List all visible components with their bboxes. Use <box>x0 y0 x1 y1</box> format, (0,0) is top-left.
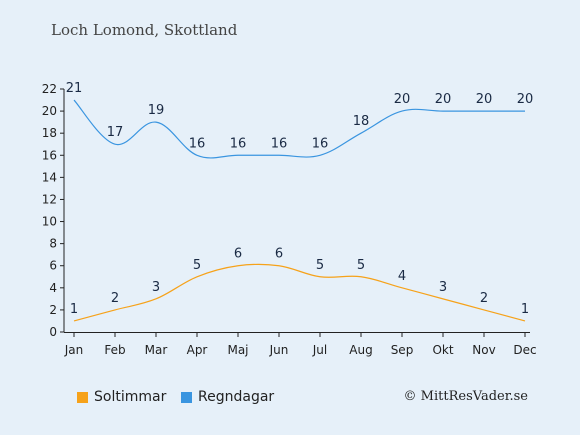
y-tick-label: 16 <box>42 148 57 162</box>
series-line-sun <box>73 263 526 322</box>
y-tick-label: 2 <box>49 303 57 317</box>
data-label-rain: 16 <box>189 136 206 151</box>
data-label-sun: 6 <box>275 247 283 262</box>
y-tick-label: 22 <box>42 82 57 96</box>
copyright-text: © MittResVader.se <box>403 389 528 404</box>
x-tick-label: Apr <box>187 343 208 357</box>
y-tick-label: 6 <box>49 259 57 273</box>
data-label-sun: 3 <box>439 280 447 295</box>
legend-label-sun: Soltimmar <box>94 389 167 405</box>
data-label-sun: 1 <box>521 302 529 317</box>
chart-title: Loch Lomond, Skottland <box>51 21 238 39</box>
data-label-sun: 5 <box>357 258 365 273</box>
y-tick-label: 0 <box>49 325 57 339</box>
data-label-rain: 16 <box>271 136 288 151</box>
legend-label-rain: Regndagar <box>198 389 275 405</box>
x-tick-label: Jun <box>269 343 289 357</box>
legend-item-sun: Soltimmar <box>77 389 166 405</box>
data-label-rain: 21 <box>66 81 83 96</box>
y-tick-label: 12 <box>42 192 57 206</box>
data-label-sun: 1 <box>70 302 78 317</box>
legend-item-rain: Regndagar <box>181 389 274 405</box>
data-label-rain: 20 <box>517 92 534 107</box>
data-label-sun: 2 <box>111 291 119 306</box>
data-label-sun: 3 <box>152 280 160 295</box>
data-label-rain: 20 <box>476 92 493 107</box>
x-tick-label: Sep <box>391 343 414 357</box>
x-tick-label: Mar <box>145 343 168 357</box>
x-tick-label: Feb <box>104 343 125 357</box>
series-line-rain <box>73 99 525 159</box>
data-label-sun: 5 <box>316 258 324 273</box>
data-label-rain: 20 <box>435 92 452 107</box>
data-label-sun: 4 <box>398 269 406 284</box>
y-tick-label: 10 <box>42 215 57 229</box>
y-tick-label: 18 <box>42 126 57 140</box>
x-tick-label: Aug <box>349 343 372 357</box>
y-tick-label: 14 <box>42 170 57 184</box>
data-label-rain: 16 <box>312 136 329 151</box>
legend-swatch-rain <box>181 391 192 403</box>
data-label-rain: 16 <box>230 136 247 151</box>
x-tick-label: Okt <box>432 343 453 357</box>
x-tick-label: Dec <box>513 343 536 357</box>
legend-swatch-sun <box>77 391 88 403</box>
x-tick-label: Jan <box>64 343 84 357</box>
x-tick-label: Nov <box>472 343 495 357</box>
data-label-rain: 18 <box>353 114 370 129</box>
data-label-rain: 20 <box>394 92 411 107</box>
y-tick-label: 20 <box>42 104 57 118</box>
data-label-sun: 5 <box>193 258 201 273</box>
x-tick-label: Maj <box>227 343 248 357</box>
x-tick-label: Jul <box>312 343 327 357</box>
data-label-sun: 6 <box>234 247 242 262</box>
data-label-rain: 19 <box>148 103 165 118</box>
data-label-sun: 2 <box>480 291 488 306</box>
y-tick-label: 8 <box>49 237 57 251</box>
y-tick-label: 4 <box>49 281 57 295</box>
data-label-rain: 17 <box>107 125 124 140</box>
